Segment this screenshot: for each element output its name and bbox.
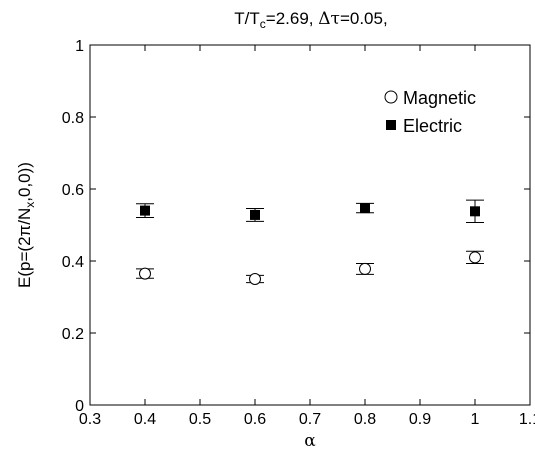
chart-title: T/Tc=2.69, Δτ=0.05, (234, 9, 387, 31)
y-tick-label: 0 (75, 398, 84, 415)
x-tick-label: 0.5 (189, 411, 211, 428)
y-tick-label: 0.4 (62, 254, 84, 271)
data-point-magnetic (139, 267, 151, 280)
x-tick-label: 0.6 (244, 411, 266, 428)
legend-label-electric: Electric (403, 116, 462, 136)
y-tick-label: 0.6 (62, 182, 84, 199)
data-point-electric (360, 203, 370, 214)
series-magnetic (136, 250, 484, 285)
y-tick-label: 1 (75, 38, 84, 55)
x-axis-ticks: 0.3 0.4 0.5 0.6 0.7 0.8 0.9 1 1.1 (79, 45, 535, 428)
data-point-magnetic (249, 273, 261, 285)
y-tick-label: 0.2 (62, 326, 84, 343)
data-point-magnetic (469, 251, 481, 264)
x-tick-label: 0.8 (354, 411, 376, 428)
series-layer (136, 199, 484, 285)
x-tick-label: 1 (471, 411, 480, 428)
series-electric (136, 199, 484, 223)
data-point-electric (470, 206, 480, 217)
x-tick-label: 1.1 (519, 411, 535, 428)
x-tick-label: 0.7 (299, 411, 321, 428)
data-point-electric (250, 209, 260, 220)
legend: Magnetic Electric (384, 88, 476, 136)
y-axis-ticks: 0 0.2 0.4 0.6 0.8 1 (62, 38, 530, 415)
x-tick-label: 0.9 (409, 411, 431, 428)
legend-marker-magnetic (384, 90, 398, 104)
x-tick-label: 0.3 (79, 411, 101, 428)
x-axis-label: α (304, 431, 316, 451)
data-point-magnetic (359, 262, 371, 275)
legend-marker-electric (386, 120, 396, 130)
y-axis-label: E(p=(2π/Nx,0,0)) (15, 162, 37, 288)
x-tick-label: 0.4 (134, 411, 156, 428)
y-tick-label: 0.8 (62, 110, 84, 127)
data-point-electric (140, 205, 150, 216)
legend-label-magnetic: Magnetic (403, 88, 476, 108)
